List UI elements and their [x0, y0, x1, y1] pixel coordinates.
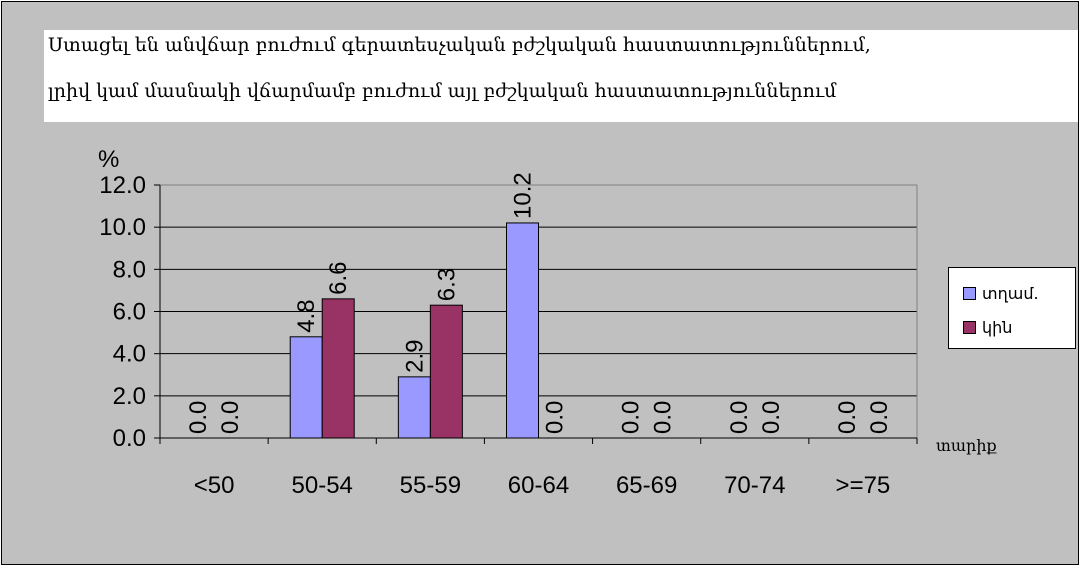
x-tick-label: 50-54 [292, 472, 353, 499]
bar-men [289, 336, 323, 439]
legend-label-women: կին [982, 318, 1013, 337]
y-tick-label: 0.0 [113, 425, 146, 452]
chart-title-line-1: Ստացել են անվճար բուժում գերատեսչական բժ… [48, 34, 871, 56]
x-tick-label: 60-64 [508, 472, 569, 499]
bar-men [397, 376, 431, 439]
legend-swatch-men [963, 287, 976, 300]
data-label: 0.0 [650, 401, 677, 434]
data-label: 0.0 [834, 401, 861, 434]
data-label: 0.0 [618, 401, 645, 434]
x-tick-label: <50 [194, 472, 235, 499]
legend-label-men: տղամ. [982, 284, 1039, 303]
y-axis-label: % [98, 146, 119, 173]
bar-men [506, 222, 539, 439]
chart-title-line-2: լրիվ կամ մասնակի վճարմամբ բուժում այլ բժ… [48, 80, 837, 102]
legend-item-women: կին [963, 318, 1012, 337]
data-label: 0.0 [542, 401, 569, 434]
data-label: 0.0 [217, 401, 244, 434]
y-tick-label: 2.0 [113, 383, 146, 410]
bar-women [429, 304, 463, 439]
axes [154, 184, 918, 444]
data-label: 10.2 [510, 172, 537, 219]
chart-title-box: Ստացել են անվճար բուժում գերատեսչական բժ… [44, 30, 1078, 122]
data-label: 6.3 [433, 268, 460, 301]
y-tick-label: 6.0 [113, 299, 146, 326]
y-tick-label: 4.0 [113, 341, 146, 368]
data-label: 0.0 [758, 401, 785, 434]
legend-swatch-women [963, 321, 976, 334]
bar-women [321, 298, 355, 439]
data-label: 2.9 [401, 339, 428, 372]
y-tick-labels: 0.0 2.0 4.0 6.0 8.0 10.0 12.0 [99, 172, 146, 452]
x-tick-label: 55-59 [400, 472, 461, 499]
y-tick-label: 10.0 [99, 214, 146, 241]
legend-item-men: տղամ. [963, 284, 1039, 303]
y-tick-label: 8.0 [113, 256, 146, 283]
y-tick-label: 12.0 [99, 172, 146, 199]
x-tick-label: 65-69 [616, 472, 677, 499]
bars [289, 222, 539, 439]
data-label: 0.0 [866, 401, 893, 434]
x-tick-labels: <50 50-54 55-59 60-64 65-69 70-74 >=75 [194, 472, 891, 499]
legend: տղամ. կին [948, 267, 1076, 349]
x-tick-label: >=75 [836, 472, 891, 499]
data-labels: 0.04.82.910.20.0 0.0 0.00.06.6 6.30.0 0.0 0.0… [185, 172, 893, 434]
data-label: 0.0 [726, 401, 753, 434]
data-label: 0.0 [185, 401, 212, 434]
data-label: 4.8 [293, 299, 320, 332]
x-axis-label: տարիք [936, 436, 998, 455]
x-tick-label: 70-74 [724, 472, 785, 499]
data-label: 6.6 [325, 261, 352, 294]
